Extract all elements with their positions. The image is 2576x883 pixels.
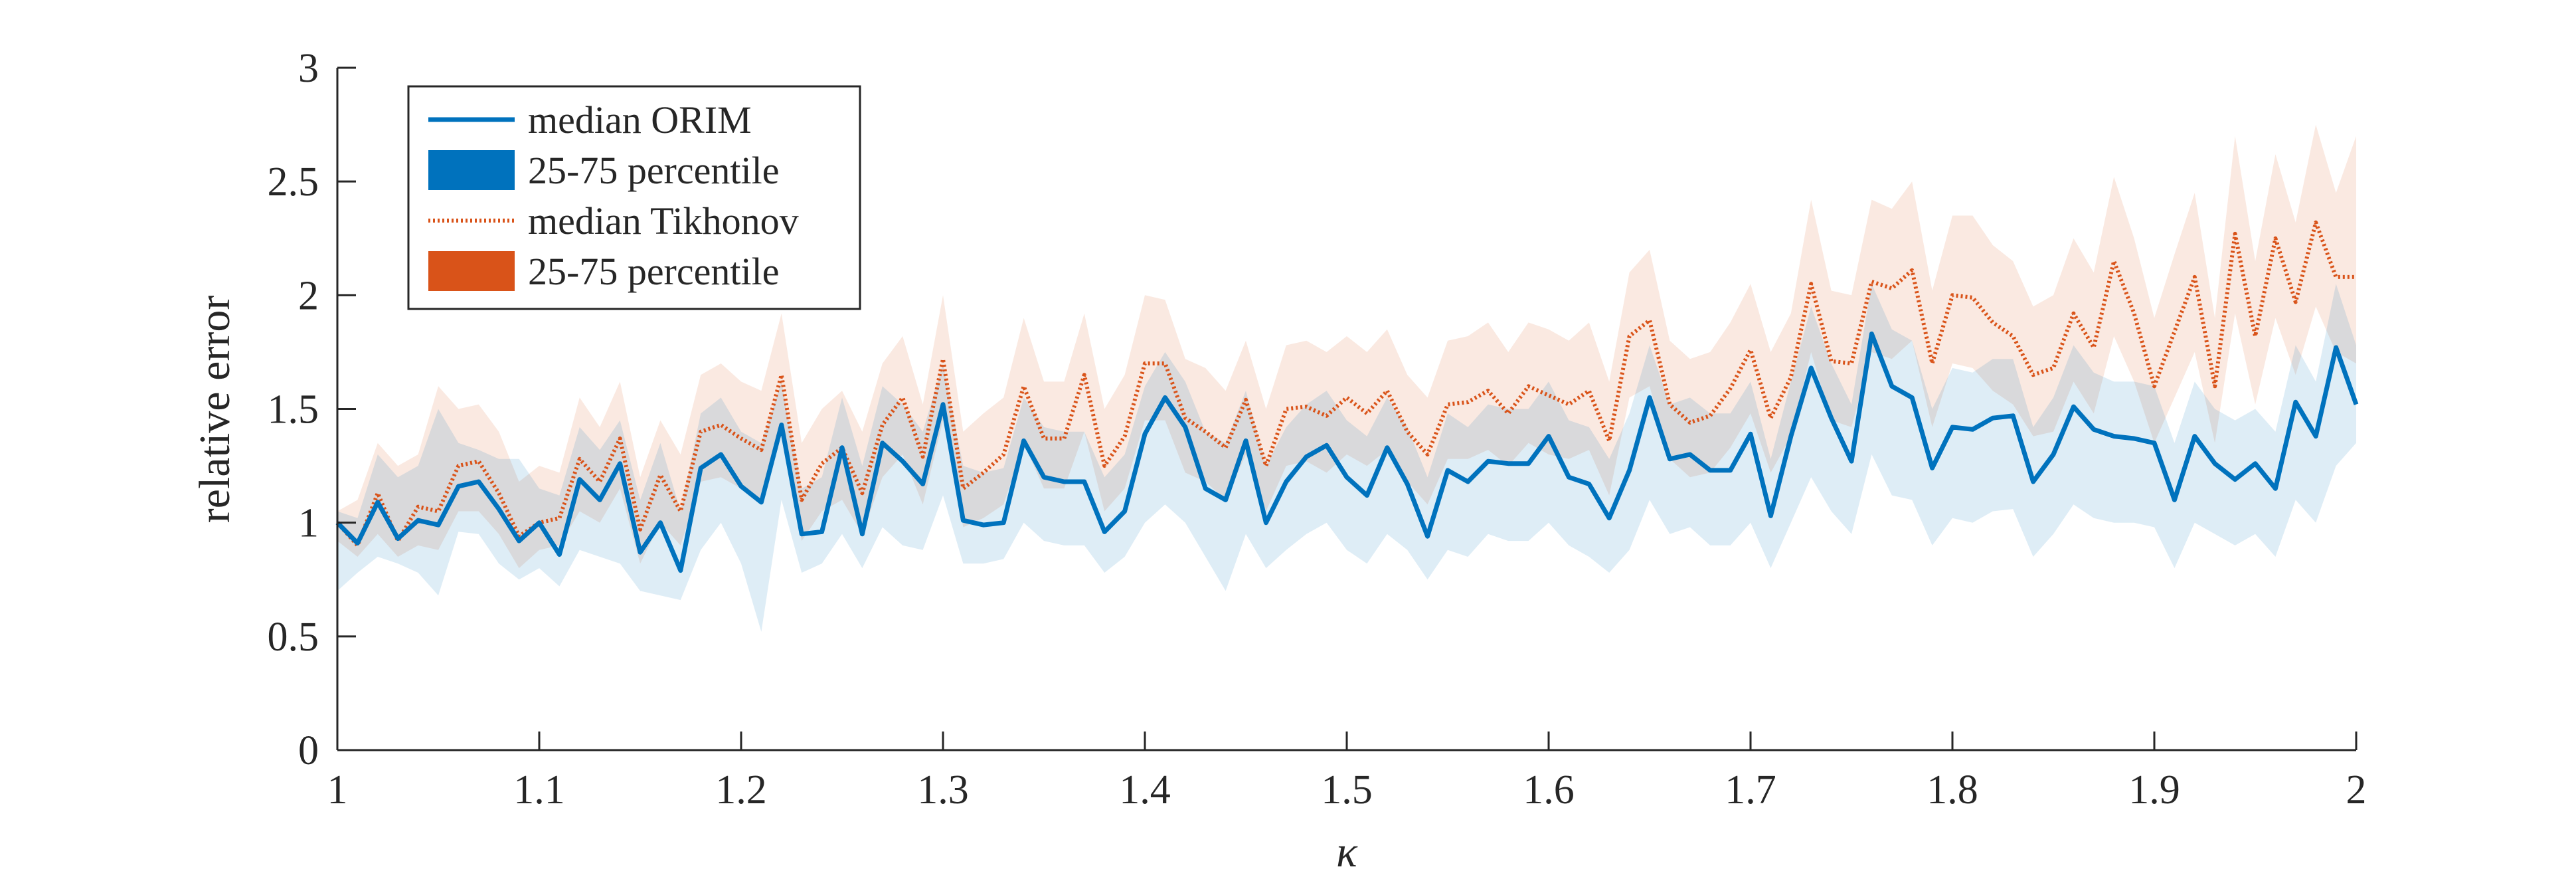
legend: median ORIM 25-75 percentile median Tikhon… — [407, 85, 861, 310]
y-tick-label: 2 — [298, 273, 319, 318]
y-tick-label: 0.5 — [268, 615, 319, 660]
y-tick-label: 2.5 — [268, 159, 319, 205]
y-tick-label: 0 — [298, 728, 319, 773]
median-lines — [335, 220, 2359, 573]
x-tick-label: 2 — [2346, 767, 2367, 813]
x-tick-label: 1.7 — [1725, 767, 1776, 813]
legend-swatch — [428, 150, 515, 190]
x-tick-label: 1.9 — [2128, 767, 2180, 813]
x-tick-label: 1.2 — [715, 767, 767, 813]
y-tick-label: 1 — [298, 501, 319, 546]
plot-area — [335, 124, 2359, 632]
y-tick-label: 1.5 — [268, 387, 319, 433]
legend-label: 25-75 percentile — [528, 149, 779, 192]
legend-label: median Tikhonov — [528, 199, 799, 243]
legend-label: 25-75 percentile — [528, 250, 779, 293]
x-axis-title: κ — [1336, 828, 1358, 876]
y-ticks: 0 0.5 1 1.5 2 2.5 3 — [268, 46, 356, 773]
x-tick-label: 1.6 — [1523, 767, 1575, 813]
orim-median-line — [335, 332, 2359, 573]
x-tick-label: 1.4 — [1119, 767, 1171, 813]
x-tick-label: 1.8 — [1927, 767, 1978, 813]
legend-label: median ORIM — [528, 98, 752, 142]
y-axis-title: relative error — [191, 296, 239, 524]
axes: 1 1.1 1.2 1.3 1.4 1.5 1.6 1.7 1.8 1.9 2 0 0.5 1 1.5 2 2… — [268, 46, 2367, 813]
x-tick-label: 1.1 — [513, 767, 565, 813]
legend-swatch — [428, 251, 515, 291]
orim-percentile-band — [337, 284, 2356, 632]
x-tick-label: 1.5 — [1321, 767, 1373, 813]
y-tick-label: 3 — [298, 46, 319, 91]
x-tick-label: 1.3 — [917, 767, 969, 813]
x-tick-label: 1 — [327, 767, 348, 813]
x-ticks: 1 1.1 1.2 1.3 1.4 1.5 1.6 1.7 1.8 1.9 2 — [327, 732, 2367, 813]
